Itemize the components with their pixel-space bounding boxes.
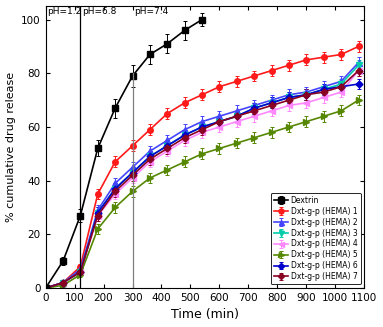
X-axis label: Time (min): Time (min) bbox=[171, 308, 239, 321]
Text: pH=7.4: pH=7.4 bbox=[134, 7, 168, 16]
Y-axis label: % cumulative drug release: % cumulative drug release bbox=[6, 72, 16, 222]
Text: pH=6.8: pH=6.8 bbox=[82, 7, 116, 16]
Text: pH=1.2: pH=1.2 bbox=[47, 7, 81, 16]
Legend: Dextrin, Dxt-g-p (HEMA) 1, Dxt-g-p (HEMA) 2, Dxt-g-p (HEMA) 3, Dxt-g-p (HEMA) 4,: Dextrin, Dxt-g-p (HEMA) 1, Dxt-g-p (HEMA… bbox=[271, 193, 360, 284]
